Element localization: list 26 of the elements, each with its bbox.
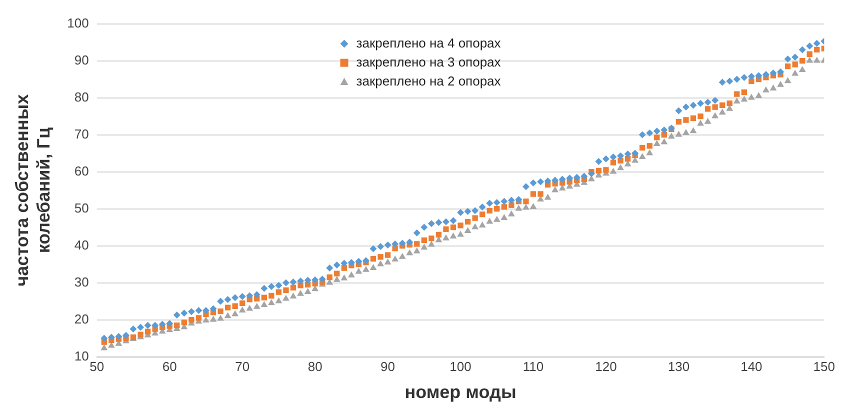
x-tick-label: 60	[162, 359, 177, 374]
x-tick-label: 120	[595, 359, 617, 374]
x-tick-label: 140	[740, 359, 762, 374]
x-tick-label: 150	[813, 359, 836, 374]
y-tick-label: 40	[74, 237, 89, 252]
y-tick-label: 90	[74, 52, 89, 68]
y-tick-label: 70	[74, 126, 89, 142]
x-tick-label: 90	[380, 359, 396, 374]
y-tick-label: 20	[74, 311, 89, 326]
y-axis-title: частота собственных колебаний, Гц	[12, 94, 54, 286]
x-axis-title: номер моды	[404, 382, 516, 402]
x-tick-label: 110	[522, 359, 544, 374]
x-tick-label: 100	[450, 359, 472, 374]
y-tick-label: 60	[74, 163, 89, 178]
x-tick-label: 130	[668, 359, 690, 374]
x-tick-label: 70	[235, 359, 250, 374]
y-tick-label: 50	[74, 200, 89, 216]
y-tick-label: 10	[74, 348, 89, 364]
legend-label: закреплено на 2 опорах	[356, 73, 502, 88]
y-tick-label: 80	[74, 89, 89, 104]
legend-label: закреплено на 3 опорах	[356, 54, 502, 70]
x-tick-label: 50	[90, 359, 104, 374]
legend-label: закреплено на 4 опорах	[356, 35, 502, 50]
x-tick-label: 80	[308, 359, 322, 374]
y-tick-label: 100	[67, 15, 89, 30]
y-tick-label: 30	[74, 274, 89, 290]
